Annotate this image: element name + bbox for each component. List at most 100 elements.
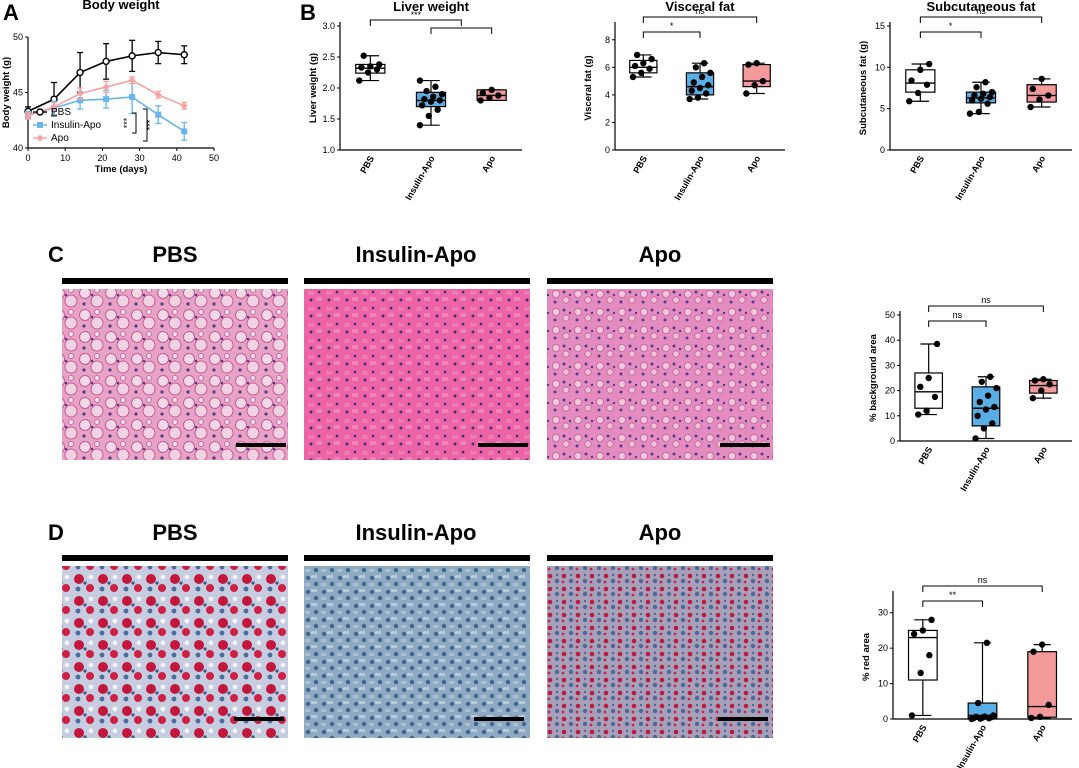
- data-point: [977, 95, 985, 102]
- data-point: [102, 83, 110, 91]
- histology-c-label-insulin-apo: Insulin-Apo: [356, 242, 477, 267]
- y-axis-label: Subcutaneous fat (g): [858, 41, 869, 135]
- data-point: [923, 407, 930, 414]
- chart-subcutaneous-fat: Subcutaneous fat 0 5 10 15 Subcutaneous fat (…: [858, 0, 1072, 202]
- data-point: [745, 61, 752, 68]
- data-point: [24, 112, 32, 120]
- data-point: [982, 406, 990, 413]
- data-point: [640, 60, 647, 67]
- data-point: [993, 384, 1000, 392]
- y-tick-label: 2.0: [322, 83, 335, 93]
- data-point: [430, 93, 437, 100]
- data-point: [648, 55, 655, 63]
- legend-marker: [36, 108, 44, 116]
- y-axis-label: % red area: [861, 632, 872, 681]
- data-point: [1040, 376, 1047, 383]
- data-point: [129, 93, 136, 100]
- data-point: [416, 122, 424, 129]
- y-tick-label: 10: [885, 411, 895, 421]
- histology-d-label-insulin-apo: Insulin-Apo: [356, 520, 477, 545]
- data-point: [488, 86, 495, 94]
- y-tick-label: 0: [890, 436, 895, 446]
- data-point: [931, 393, 939, 401]
- data-point: [180, 102, 188, 110]
- sig-bracket: [369, 19, 462, 26]
- data-point: [966, 110, 974, 117]
- data-point: [76, 68, 84, 77]
- data-point: [991, 403, 998, 411]
- category-label: PBS: [908, 154, 926, 175]
- data-point: [1045, 92, 1052, 99]
- scale-bar-d-pbs: [234, 717, 284, 721]
- scale-bar-c-insulin-apo: [478, 443, 528, 447]
- data-point: [1038, 641, 1046, 648]
- sig-label: ns: [978, 575, 988, 585]
- y-axis-label: Body weight (g): [1, 57, 12, 128]
- chart-red-area: 0 10 20 30 % red area PBS Insulin-Apo Apo ** ns: [861, 575, 1072, 768]
- x-tick-label: 10: [60, 153, 70, 163]
- panel-letter-c: C: [48, 242, 64, 267]
- data-point: [180, 51, 188, 59]
- y-tick-label: 0: [883, 714, 888, 724]
- data-point: [686, 95, 693, 103]
- y-tick-label: 30: [878, 608, 888, 618]
- data-point: [373, 66, 381, 73]
- histology-d-bar-pbs: [62, 555, 288, 561]
- data-point: [976, 398, 983, 406]
- data-point: [707, 69, 714, 77]
- data-point: [990, 712, 997, 719]
- data-point: [375, 61, 383, 68]
- data-point: [477, 97, 484, 104]
- data-point: [700, 60, 708, 67]
- y-tick-label: 0: [880, 145, 885, 155]
- y-axis-label: Visceral fat (g): [583, 55, 594, 120]
- category-label: PBS: [631, 154, 649, 175]
- data-point: [983, 639, 991, 647]
- data-point: [436, 97, 444, 104]
- sig-label: *: [949, 21, 953, 31]
- x-tick-label: 40: [172, 153, 182, 163]
- data-point: [915, 411, 922, 418]
- data-point: [1028, 714, 1035, 722]
- chart-liver-weight: Liver weight 1.0 1.5 2.0 2.5 3.0 Liver weight …: [308, 0, 522, 202]
- data-point: [980, 425, 988, 432]
- category-label: PBS: [358, 154, 376, 175]
- panel-letter-a: A: [3, 0, 19, 25]
- sig-bracket: [642, 31, 701, 38]
- histology-row-c: PBS Insulin-Apo Apo: [62, 242, 773, 460]
- sig-bracket: [132, 112, 137, 134]
- data-point: [154, 48, 162, 57]
- panel-letter-b: B: [300, 0, 316, 25]
- sig-bracket: [430, 27, 493, 34]
- histology-d-image-apo: [547, 566, 773, 738]
- y-tick-label: 6: [605, 62, 610, 72]
- histology-c-image-pbs: [62, 289, 288, 460]
- data-point: [751, 82, 758, 89]
- data-point: [705, 82, 712, 89]
- y-tick-label: 3.0: [322, 21, 335, 31]
- data-point: [703, 90, 710, 97]
- histology-d-bar-apo: [547, 555, 773, 561]
- scale-bar-c-pbs: [236, 443, 286, 447]
- legend-label: PBS: [51, 107, 71, 118]
- sig-bracket: [922, 585, 1043, 592]
- scale-bar-d-insulin-apo: [474, 717, 524, 721]
- sig-bracket: [928, 320, 987, 327]
- data-point: [360, 52, 367, 59]
- data-point: [1027, 103, 1034, 111]
- histology-row-d: PBS Insulin-Apo Apo: [62, 520, 773, 738]
- data-point: [1036, 96, 1043, 103]
- legend-marker: [37, 122, 43, 128]
- y-tick-label: 4: [605, 90, 610, 100]
- data-point: [646, 65, 653, 72]
- histology-c-bar-pbs: [62, 278, 288, 284]
- chart-background-area: 0 10 20 30 40 50 % background area PBS Insulin-A…: [868, 295, 1072, 493]
- chart-title: Body weight: [82, 0, 160, 12]
- data-point: [367, 63, 374, 70]
- sig-bracket: [642, 16, 758, 23]
- category-label: Insulin-Apo: [953, 154, 987, 202]
- data-point: [1038, 75, 1045, 83]
- category-label: Insulin-Apo: [955, 723, 989, 768]
- sig-bracket: [919, 16, 1043, 23]
- data-point: [917, 66, 924, 74]
